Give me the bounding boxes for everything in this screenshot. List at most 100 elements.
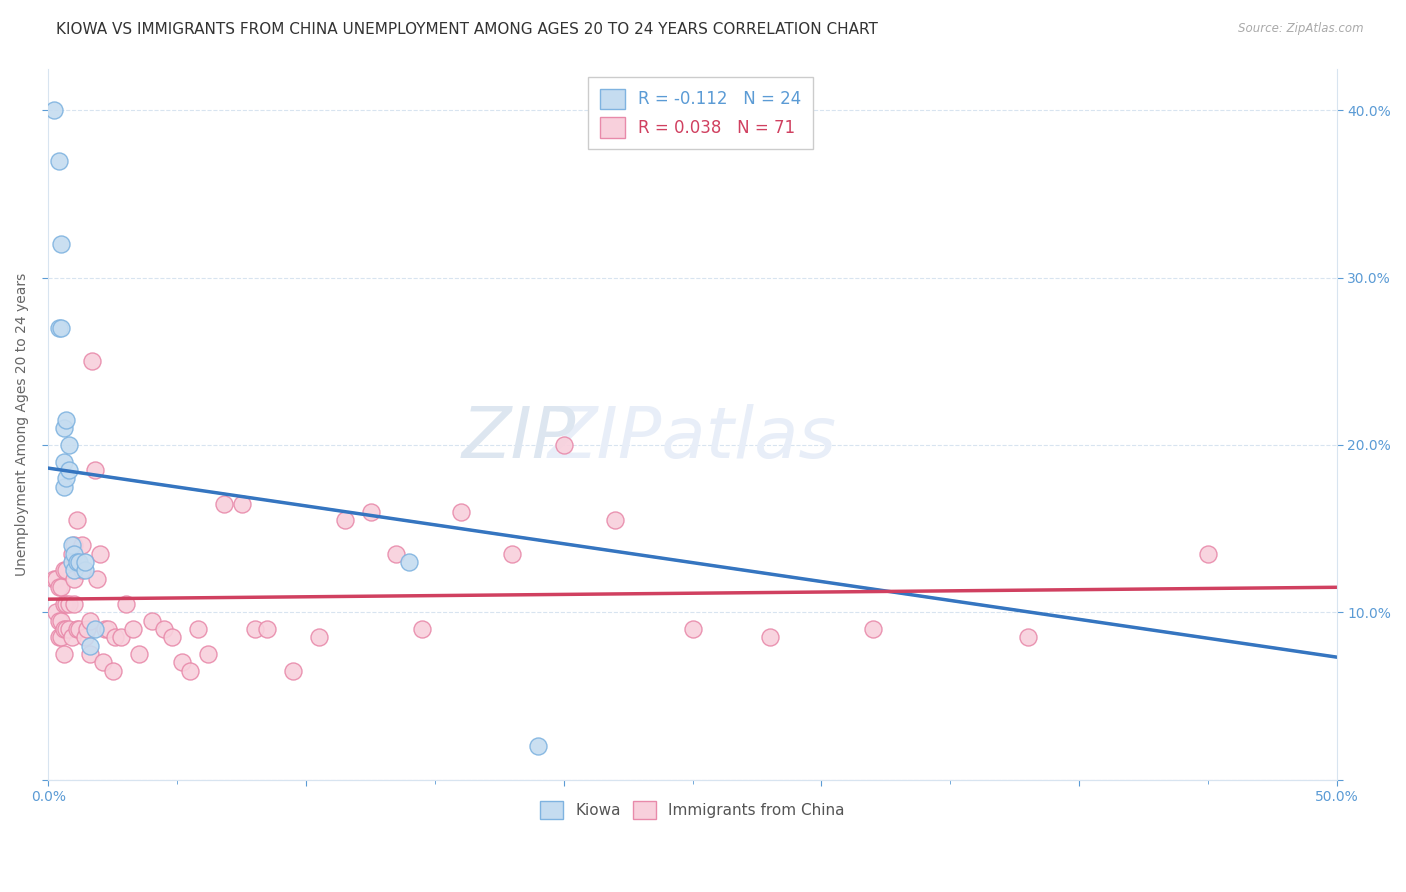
- Point: [212, 497, 235, 511]
- Point: [60, 555, 83, 569]
- Point: [63, 597, 86, 611]
- Point: [48, 153, 70, 168]
- Point: [97, 622, 120, 636]
- Point: [66, 513, 89, 527]
- Point: [110, 631, 132, 645]
- Point: [51, 321, 73, 335]
- Point: [450, 505, 472, 519]
- Point: [73, 631, 96, 645]
- Point: [231, 497, 253, 511]
- Point: [308, 631, 330, 645]
- Point: [79, 614, 101, 628]
- Point: [42, 103, 65, 118]
- Point: [83, 463, 105, 477]
- Point: [89, 547, 111, 561]
- Point: [52, 564, 75, 578]
- Point: [60, 547, 83, 561]
- Legend: Kiowa, Immigrants from China: Kiowa, Immigrants from China: [534, 795, 851, 825]
- Point: [58, 622, 80, 636]
- Point: [52, 421, 75, 435]
- Point: [160, 631, 183, 645]
- Point: [45, 605, 67, 619]
- Point: [411, 622, 433, 636]
- Point: [70, 538, 93, 552]
- Point: [66, 622, 89, 636]
- Point: [52, 647, 75, 661]
- Point: [256, 622, 278, 636]
- Point: [1017, 631, 1039, 645]
- Point: [86, 572, 108, 586]
- Point: [48, 631, 70, 645]
- Point: [63, 564, 86, 578]
- Point: [48, 321, 70, 335]
- Point: [45, 572, 67, 586]
- Point: [527, 739, 550, 753]
- Point: [501, 547, 523, 561]
- Point: [197, 647, 219, 661]
- Point: [360, 505, 382, 519]
- Point: [398, 555, 420, 569]
- Point: [58, 438, 80, 452]
- Text: Source: ZipAtlas.com: Source: ZipAtlas.com: [1239, 22, 1364, 36]
- Point: [682, 622, 704, 636]
- Point: [141, 614, 163, 628]
- Text: ZIP: ZIP: [461, 404, 576, 473]
- Point: [122, 622, 145, 636]
- Point: [605, 513, 627, 527]
- Point: [55, 471, 77, 485]
- Point: [60, 631, 83, 645]
- Point: [283, 664, 305, 678]
- Point: [172, 656, 194, 670]
- Text: KIOWA VS IMMIGRANTS FROM CHINA UNEMPLOYMENT AMONG AGES 20 TO 24 YEARS CORRELATIO: KIOWA VS IMMIGRANTS FROM CHINA UNEMPLOYM…: [56, 22, 879, 37]
- Point: [243, 622, 266, 636]
- Point: [73, 555, 96, 569]
- Point: [58, 463, 80, 477]
- Point: [333, 513, 356, 527]
- Point: [55, 597, 77, 611]
- Point: [55, 564, 77, 578]
- Point: [51, 580, 73, 594]
- Point: [52, 622, 75, 636]
- Point: [79, 639, 101, 653]
- Point: [60, 538, 83, 552]
- Point: [66, 555, 89, 569]
- Point: [55, 622, 77, 636]
- Point: [63, 547, 86, 561]
- Point: [76, 622, 98, 636]
- Point: [128, 647, 150, 661]
- Point: [58, 597, 80, 611]
- Point: [862, 622, 884, 636]
- Point: [91, 656, 114, 670]
- Point: [114, 597, 136, 611]
- Point: [67, 555, 90, 569]
- Point: [153, 622, 176, 636]
- Point: [79, 647, 101, 661]
- Point: [101, 664, 124, 678]
- Y-axis label: Unemployment Among Ages 20 to 24 years: Unemployment Among Ages 20 to 24 years: [15, 272, 30, 575]
- Point: [51, 237, 73, 252]
- Text: ZIPatlas: ZIPatlas: [548, 404, 837, 473]
- Point: [179, 664, 201, 678]
- Point: [82, 354, 104, 368]
- Point: [67, 622, 90, 636]
- Point: [187, 622, 209, 636]
- Point: [63, 572, 86, 586]
- Point: [51, 614, 73, 628]
- Point: [48, 580, 70, 594]
- Point: [52, 455, 75, 469]
- Point: [104, 631, 127, 645]
- Point: [73, 564, 96, 578]
- Point: [42, 572, 65, 586]
- Point: [1197, 547, 1219, 561]
- Point: [48, 614, 70, 628]
- Point: [63, 538, 86, 552]
- Point: [385, 547, 408, 561]
- Point: [52, 480, 75, 494]
- Point: [52, 597, 75, 611]
- Point: [759, 631, 782, 645]
- Point: [553, 438, 575, 452]
- Point: [83, 622, 105, 636]
- Point: [94, 622, 117, 636]
- Point: [70, 564, 93, 578]
- Point: [51, 631, 73, 645]
